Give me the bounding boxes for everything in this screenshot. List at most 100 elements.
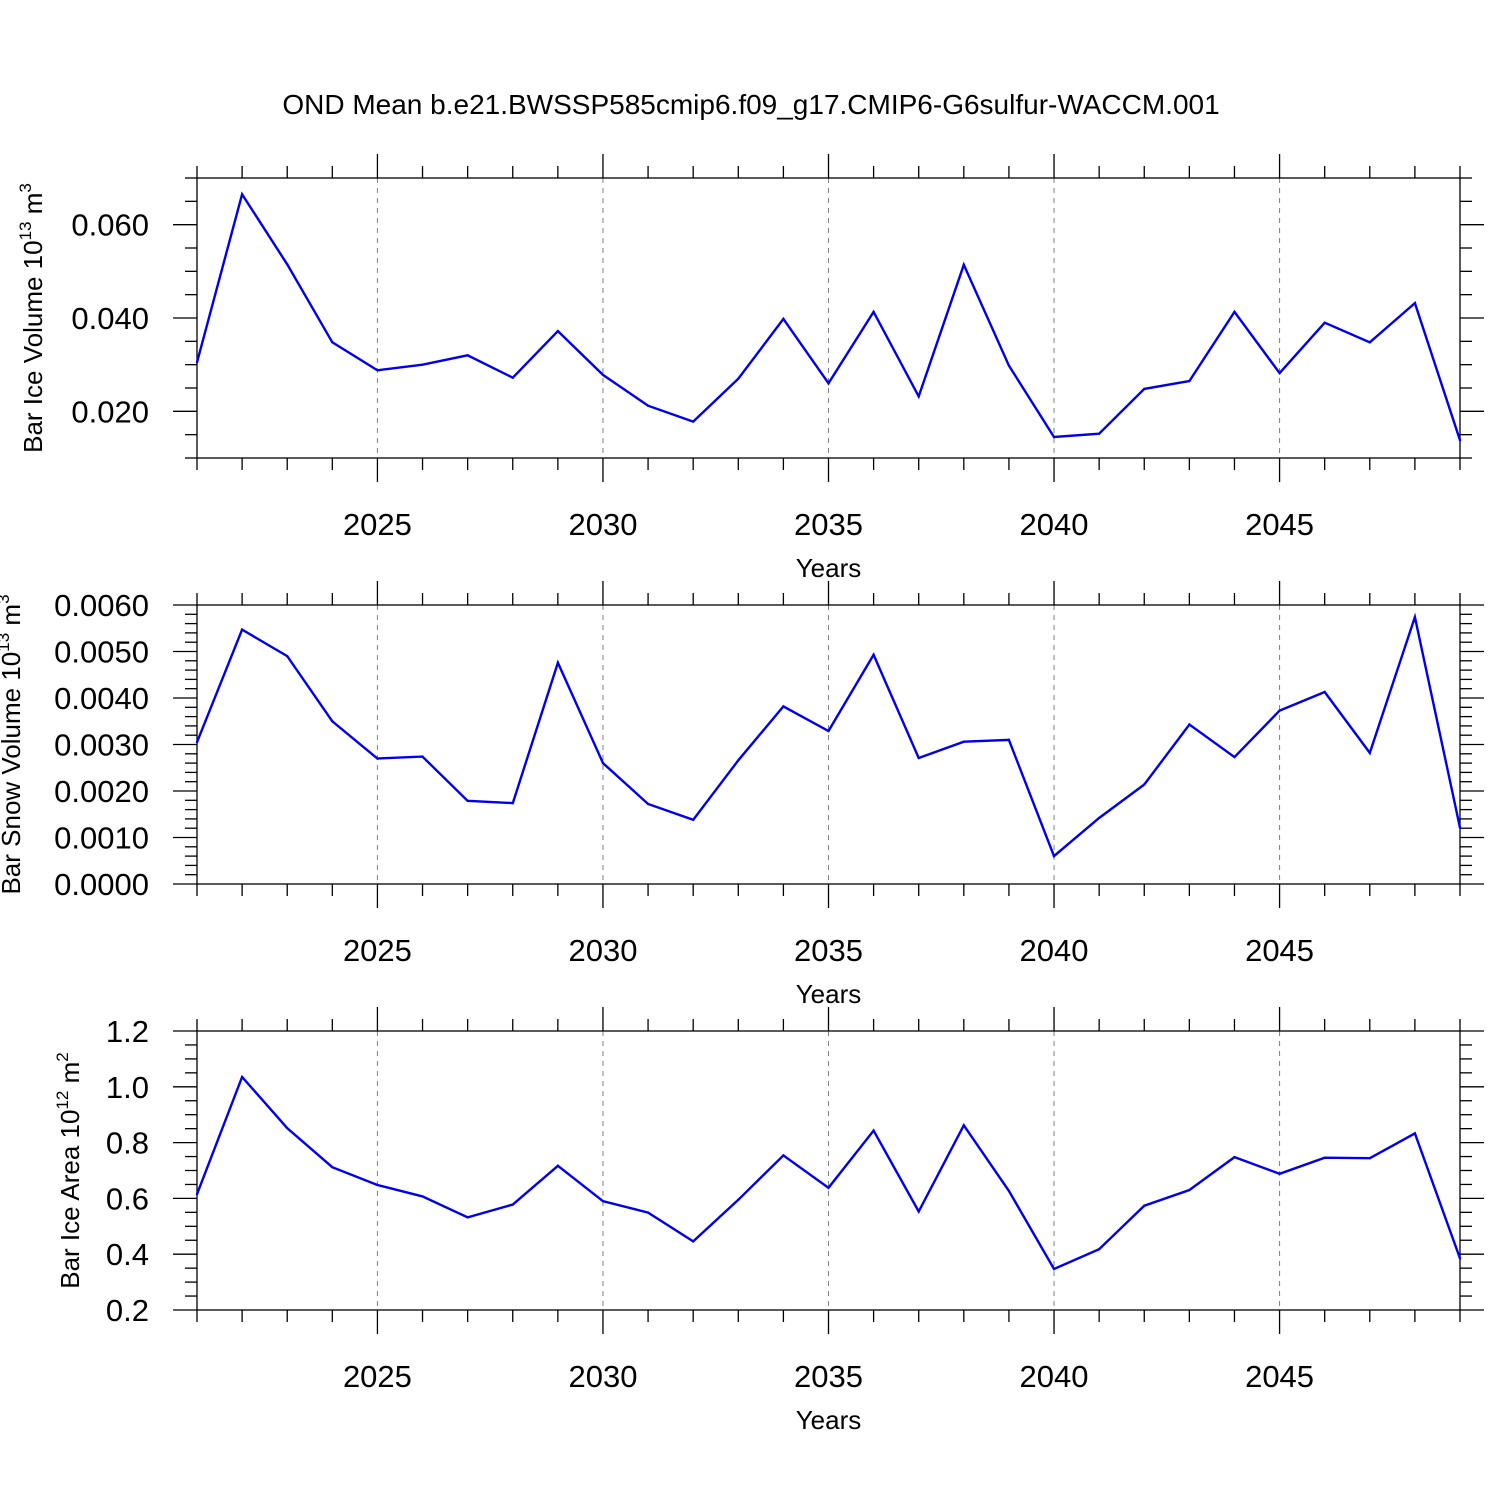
data-point <box>872 653 875 656</box>
x-tick-label: 2040 <box>1020 507 1089 542</box>
data-point <box>917 756 920 760</box>
y-tick-label: 0.4 <box>106 1237 149 1272</box>
data-point <box>240 1075 244 1079</box>
y-tick-label: 0.8 <box>106 1126 149 1161</box>
data-point <box>1278 709 1281 712</box>
data-point <box>1097 1247 1101 1251</box>
y-axis-title-unit-exponent: 2 <box>53 1052 72 1061</box>
data-point <box>1323 321 1326 324</box>
data-point <box>1233 755 1236 759</box>
y-axis-title: Bar Snow Volume 1013 m3 <box>0 594 26 894</box>
x-tick-label: 2030 <box>568 933 637 968</box>
y-axis-title-main: Bar Snow Volume 10 <box>0 652 26 895</box>
data-point <box>240 628 244 631</box>
data-point <box>1097 432 1101 435</box>
y-tick-label: 1.2 <box>106 1014 149 1049</box>
y-tick-label: 1.0 <box>106 1070 149 1105</box>
y-axis-title-exponent: 12 <box>53 1091 72 1110</box>
data-point <box>962 1124 966 1127</box>
data-point <box>1143 387 1146 391</box>
y-tick-label: 0.060 <box>71 208 149 243</box>
y-axis-title-exponent: 13 <box>0 633 13 652</box>
y-tick-label: 0.2 <box>106 1293 149 1328</box>
y-axis-title-unit: m <box>55 1062 85 1091</box>
data-point <box>376 369 379 372</box>
data-point <box>1368 341 1371 344</box>
data-point <box>872 310 875 314</box>
panel-3: 2025 2030 2035 2040 2045 Years 0.2 0.4 0.6 0.8 1.0… <box>53 1007 1484 1435</box>
data-point <box>601 373 605 377</box>
x-tick-label: 2045 <box>1245 507 1314 542</box>
y-tick-label: 0.0020 <box>54 774 149 809</box>
data-point <box>962 263 966 266</box>
y-axis-title-unit: m <box>18 193 48 222</box>
data-point <box>466 799 469 802</box>
x-tick-label: 2025 <box>343 1359 412 1394</box>
data-point <box>1278 1172 1281 1176</box>
data-point <box>1233 1155 1236 1159</box>
data-point <box>1233 310 1236 314</box>
y-axis-title-unit-exponent: 3 <box>0 594 13 603</box>
data-point <box>782 317 785 321</box>
y-tick-label: 0.0000 <box>54 867 149 902</box>
x-tick-label: 2030 <box>568 507 637 542</box>
x-tick-label: 2040 <box>1020 933 1089 968</box>
y-tick-label: 0.0010 <box>54 821 149 856</box>
y-axis-title-exponent: 13 <box>16 221 35 240</box>
panel-1: 2025 2030 2035 2040 2045 Years 0.020 0.040 0.060… <box>16 154 1484 583</box>
panels: 2025 2030 2035 2040 2045 Years 0.020 0.040 0.060… <box>0 154 1484 1435</box>
data-point <box>827 1186 830 1189</box>
x-axis-title: Years <box>796 553 862 583</box>
x-tick-label: 2045 <box>1245 1359 1314 1394</box>
x-axis-title: Years <box>796 1405 862 1435</box>
y-axis-title-unit: m <box>0 604 26 633</box>
data-point <box>737 377 740 380</box>
x-tick-label: 2035 <box>794 933 863 968</box>
data-point <box>286 654 289 658</box>
data-point <box>1052 854 1056 858</box>
data-point <box>1323 1156 1326 1159</box>
y-axis-title: Bar Ice Area 1012 m2 <box>53 1052 85 1289</box>
x-tick-label: 2045 <box>1245 933 1314 968</box>
data-point <box>376 1183 379 1187</box>
data-point <box>872 1129 875 1132</box>
data-point <box>691 420 695 423</box>
y-tick-label: 0.0040 <box>54 681 149 716</box>
data-point <box>466 1216 469 1219</box>
data-point <box>1323 690 1326 694</box>
data-point <box>691 1240 695 1243</box>
data-point <box>195 740 199 744</box>
data-point <box>1188 723 1191 726</box>
data-point <box>1007 364 1011 367</box>
data-point <box>827 382 830 385</box>
data-point <box>1007 1189 1011 1193</box>
data-point <box>1413 301 1417 305</box>
x-tick-label: 2035 <box>794 507 863 542</box>
data-point <box>466 354 469 357</box>
data-point <box>421 1195 424 1198</box>
y-tick-label: 0.6 <box>106 1181 149 1216</box>
data-point <box>1188 1188 1191 1192</box>
data-point <box>917 395 920 398</box>
data-point <box>556 1164 560 1167</box>
data-point <box>1458 826 1462 829</box>
data-point <box>782 1154 785 1157</box>
data-point <box>1413 1132 1417 1135</box>
chart-title: OND Mean b.e21.BWSSP585cmip6.f09_g17.CMI… <box>282 89 1219 120</box>
data-point <box>1052 1267 1056 1271</box>
y-tick-label: 0.020 <box>71 394 149 429</box>
y-axis-title: Bar Ice Volume 1013 m3 <box>16 183 48 453</box>
x-tick-label: 2040 <box>1020 1359 1089 1394</box>
data-point <box>376 757 379 760</box>
data-point <box>1278 371 1281 375</box>
data-point <box>511 801 514 805</box>
data-point <box>1097 816 1101 820</box>
y-tick-label: 0.040 <box>71 301 149 336</box>
data-point <box>646 1211 650 1214</box>
data-point <box>917 1210 920 1213</box>
data-point <box>1143 783 1146 786</box>
data-point <box>331 720 334 723</box>
x-axis-title: Years <box>796 979 862 1009</box>
data-point <box>691 818 695 822</box>
